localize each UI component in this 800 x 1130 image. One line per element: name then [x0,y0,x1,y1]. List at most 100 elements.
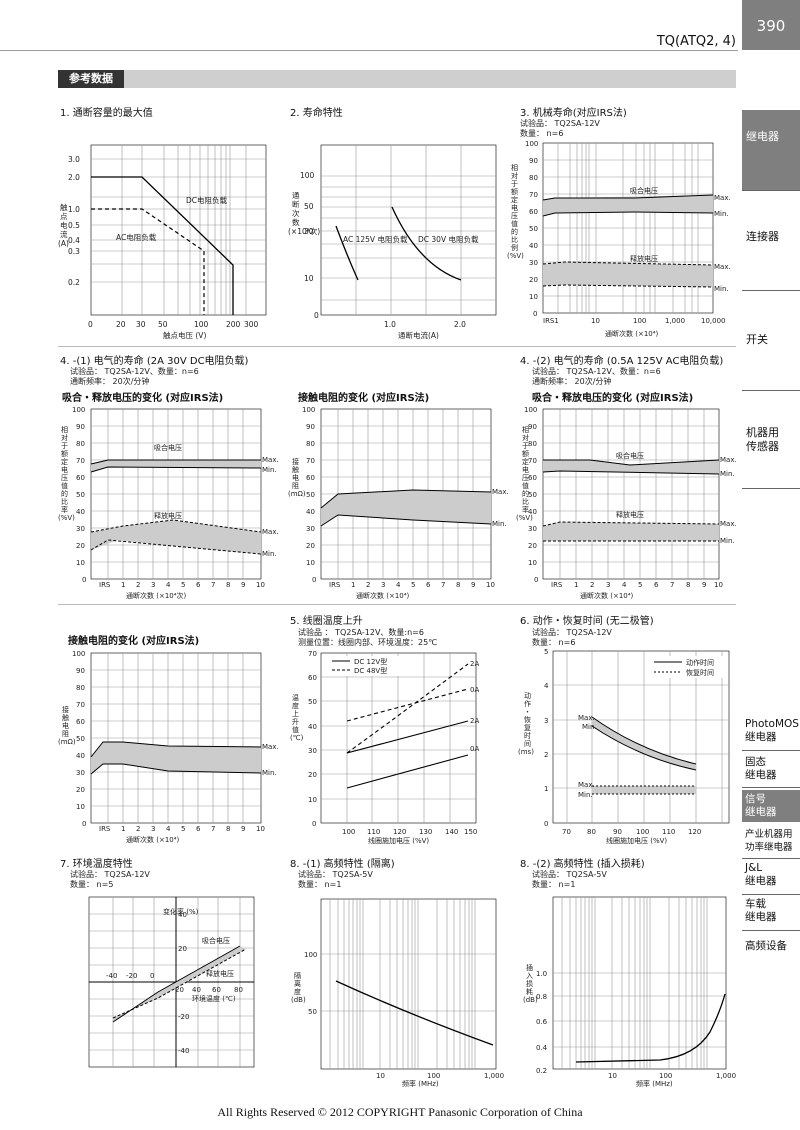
sidebar-item-connector[interactable]: 连接器 [746,230,779,243]
svg-text:50: 50 [306,491,315,499]
svg-text:30: 30 [306,525,315,533]
svg-text:40: 40 [76,508,85,516]
svg-text:2A: 2A [470,660,479,668]
svg-text:1: 1 [351,581,355,589]
chart4-2a-ylabel: 相对于额定电压值的比率(%V) [516,425,533,522]
chart4-1-sample: 试验品： TQ2SA-12V、数量：n=6 [70,367,199,376]
svg-text:10: 10 [608,1072,617,1080]
chart5-legend-48v: DC 48V型 [354,666,387,675]
page-number: 390 [742,0,800,50]
svg-text:Max.: Max. [262,528,279,536]
sidebar-sub-rf[interactable]: 高频设备 [745,940,787,952]
svg-text:100: 100 [72,406,85,414]
chart8-1-ylabel: 隔离度(dB) [291,971,306,1004]
svg-text:20: 20 [528,542,537,550]
svg-text:10: 10 [76,559,85,567]
svg-text:70: 70 [306,457,315,465]
chart4-1b-xlabel: 通断次数 (×10⁴) [356,591,410,600]
chart1-ylabel: 触点电流(A) [58,202,69,248]
chart6-legend-op: 动作时间 [686,658,714,667]
svg-text:1,000: 1,000 [665,317,685,325]
chart6-xlabel: 线圈施加电压 (%V) [606,836,667,844]
svg-text:100: 100 [72,650,85,658]
svg-text:6: 6 [196,825,201,833]
svg-text:50: 50 [528,491,537,499]
svg-text:释放电压: 释放电压 [616,510,644,519]
svg-text:10: 10 [376,1072,385,1080]
svg-text:80: 80 [306,440,315,448]
svg-text:50: 50 [308,1008,317,1016]
chart5-title: 5. 线圈温度上升 [290,616,363,627]
svg-text:0: 0 [150,972,154,980]
svg-text:2.0: 2.0 [68,173,80,182]
svg-text:1.0: 1.0 [68,205,80,214]
section-title: 参考数据 [58,70,124,88]
svg-text:4: 4 [544,682,549,690]
chart3-qty: 数量： n=6 [520,129,564,138]
chart4-2b-xlabel: 通断次数 (×10⁴) [126,835,180,844]
chart6-legend-rel: 恢复时间 [686,668,714,677]
chart2-xlabel: 通断电流(A) [398,330,439,340]
svg-text:Max.: Max. [262,743,279,751]
svg-text:0A: 0A [470,686,479,694]
svg-text:IRS1: IRS1 [543,317,559,325]
svg-text:2: 2 [136,581,140,589]
svg-text:2: 2 [366,581,370,589]
svg-text:60: 60 [76,474,85,482]
section-bar [58,70,736,88]
sidebar-divider [742,290,800,291]
svg-text:Min.: Min. [262,769,277,777]
sidebar-sub-ssr[interactable]: 固态 继电器 [745,756,777,781]
svg-text:Max.: Max. [714,263,731,271]
svg-text:70: 70 [76,701,85,709]
sidebar-divider [742,858,800,859]
svg-text:50: 50 [158,320,168,329]
svg-text:2: 2 [544,751,548,759]
svg-text:80: 80 [234,986,243,994]
svg-text:10: 10 [76,803,85,811]
sidebar-divider [742,894,800,895]
svg-text:60: 60 [528,474,537,482]
chart4-2-sample: 试验品： TQ2SA-12V、数量：n=6 [532,367,661,376]
svg-text:100: 100 [342,828,355,836]
chart4-2a-subtitle: 吸合・释放电压的变化 (对应IRS法) [532,393,694,404]
svg-text:40: 40 [76,752,85,760]
svg-text:1: 1 [121,581,125,589]
svg-text:110: 110 [367,828,380,836]
svg-text:10: 10 [256,825,265,833]
svg-text:0: 0 [82,820,86,828]
svg-text:20: 20 [529,276,538,284]
svg-text:吸合电压: 吸合电压 [616,451,644,460]
chart4-1a-ylabel: 相对于额定电压值的比率(%V) [58,425,75,522]
svg-text:50: 50 [76,491,85,499]
svg-text:0: 0 [88,320,93,329]
svg-text:60: 60 [212,986,221,994]
sidebar-item-switch[interactable]: 开关 [746,333,768,346]
chart4-1b-ylabel: 接触电阻(mΩ) [288,457,306,498]
sidebar-sub-photomos[interactable]: PhotoMOS 继电器 [745,718,799,743]
chart3-xlabel: 通断次数 (×10⁴) [605,329,659,338]
sidebar-sub-jl[interactable]: J&L 继电器 [745,862,777,887]
sidebar-sub-auto[interactable]: 车载 继电器 [745,898,777,923]
svg-text:10: 10 [714,581,723,589]
svg-text:110: 110 [662,828,675,836]
svg-text:100: 100 [304,951,317,959]
sidebar-sub-power[interactable]: 产业机器用 功率继电器 [745,829,793,853]
sidebar-sub-signal[interactable]: 信号 继电器 [742,790,800,822]
svg-text:50: 50 [76,735,85,743]
chart8-2-xlabel: 频率 (MHz) [636,1079,673,1088]
svg-text:7: 7 [670,581,674,589]
svg-text:Min.: Min. [262,550,277,558]
chart7-drop-label: 释放电压 [206,969,234,978]
chart3-title: 3. 机械寿命(对应IRS法) [520,108,627,119]
svg-text:10: 10 [486,581,495,589]
svg-text:9: 9 [241,581,245,589]
svg-text:130: 130 [419,828,432,836]
row-divider [58,346,736,347]
sidebar-item-sensor[interactable]: 机器用 传感器 [746,426,779,453]
svg-text:Min.: Min. [582,723,597,731]
sidebar-item-relay[interactable]: 继电器 [742,110,800,190]
svg-text:0.6: 0.6 [536,1018,548,1026]
